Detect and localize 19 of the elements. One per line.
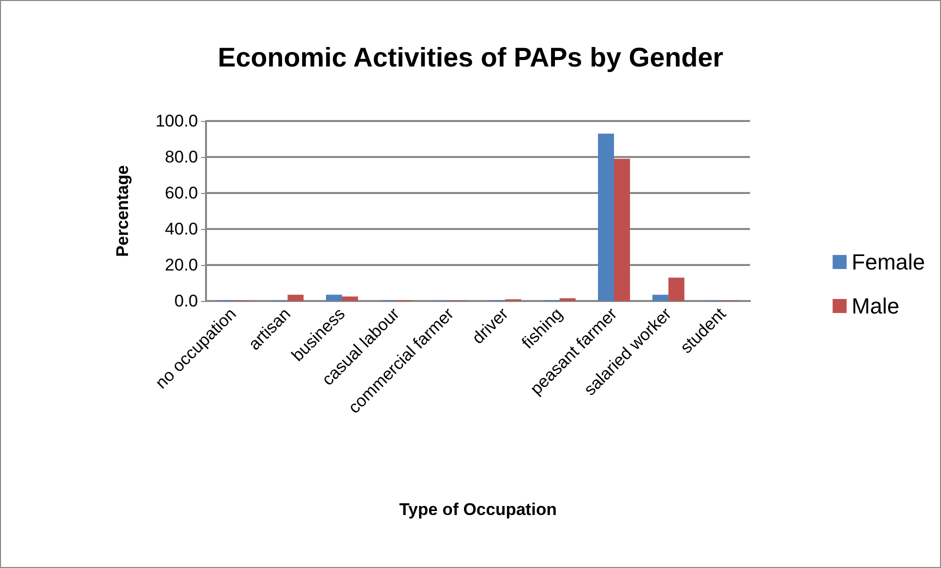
y-tick-label: 80.0 bbox=[164, 148, 198, 166]
y-tick-label: 40.0 bbox=[164, 220, 198, 238]
y-axis-title: Percentage bbox=[113, 165, 132, 257]
bar bbox=[652, 294, 668, 301]
bar bbox=[560, 298, 576, 301]
bar bbox=[326, 294, 342, 301]
legend-label: Male bbox=[852, 294, 900, 318]
y-tick-label: 20.0 bbox=[164, 256, 198, 274]
y-tick-label: 60.0 bbox=[164, 184, 198, 202]
bar bbox=[342, 296, 358, 301]
bar bbox=[288, 294, 304, 301]
legend-label: Female bbox=[852, 250, 925, 274]
x-axis-title: Type of Occupation bbox=[399, 500, 557, 519]
bar bbox=[598, 134, 614, 301]
y-tick-label: 0.0 bbox=[174, 292, 198, 310]
bar bbox=[614, 158, 630, 301]
chart-title: Economic Activities of PAPs by Gender bbox=[218, 42, 724, 72]
y-tick-label: 100.0 bbox=[155, 112, 198, 130]
bar bbox=[668, 278, 684, 301]
